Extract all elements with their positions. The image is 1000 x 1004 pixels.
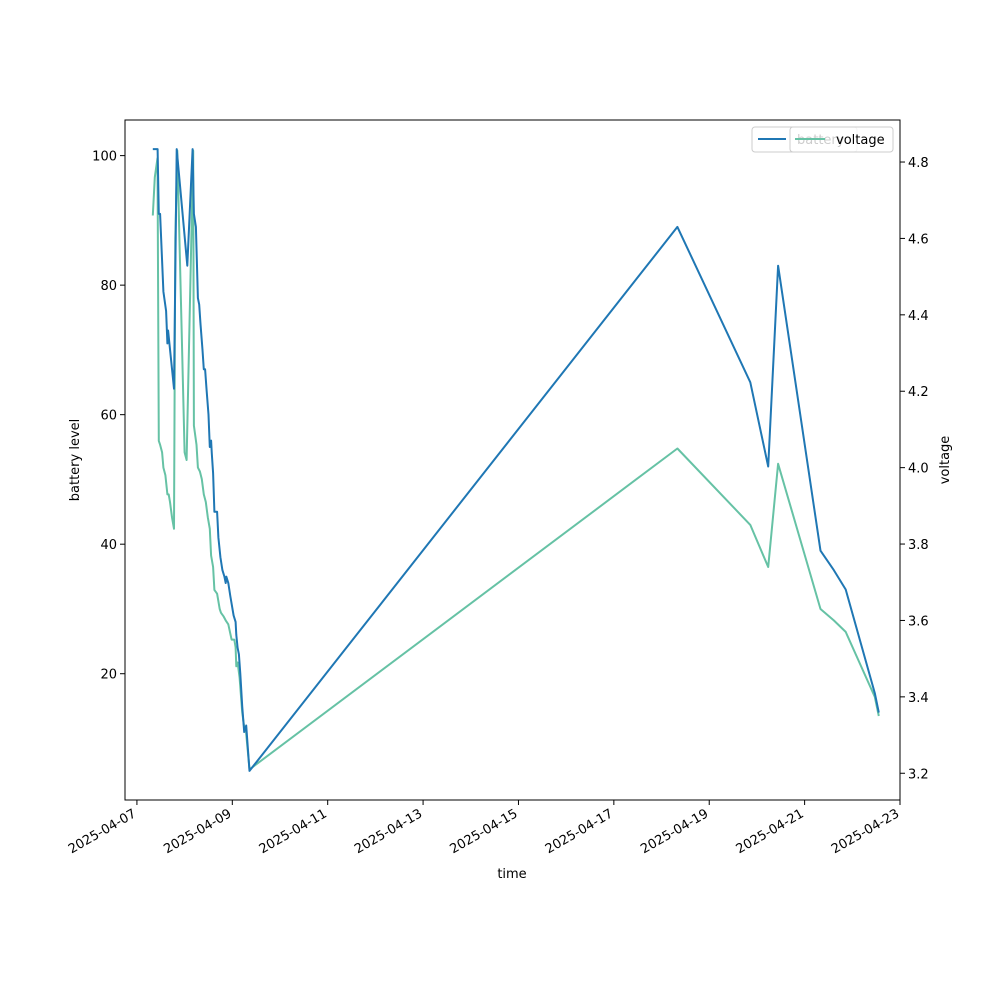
right-y-tick-label: 3.8 bbox=[908, 538, 929, 553]
plot-frame bbox=[124, 119, 901, 801]
right-y-axis-label: voltage bbox=[938, 436, 953, 485]
right-y-tick-label: 4.8 bbox=[908, 156, 929, 171]
series-layer bbox=[151, 148, 880, 772]
series-line-battery bbox=[152, 148, 880, 772]
right-y-tick-label: 4.6 bbox=[908, 232, 929, 247]
left-y-tick-label: 60 bbox=[100, 409, 117, 424]
right-y-tick-label: 3.2 bbox=[908, 767, 929, 782]
right-y-tick-label: 4.4 bbox=[908, 309, 929, 324]
right-y-tick-label: 3.4 bbox=[908, 691, 929, 706]
right-y-tick-label: 4.0 bbox=[908, 462, 929, 477]
legend-voltage-label: voltage bbox=[836, 133, 885, 148]
left-y-axis-label: battery level bbox=[68, 419, 83, 502]
x-axis-label: time bbox=[497, 867, 526, 882]
right-y-tick-label: 4.2 bbox=[908, 385, 929, 400]
left-y-tick-label: 80 bbox=[100, 279, 117, 294]
left-y-tick-label: 100 bbox=[92, 150, 117, 165]
legend-voltage: voltage bbox=[789, 126, 894, 153]
right-y-axis: 3.2 3.4 3.6 3.8 4.0 4.2 4.4 4.6 4.8 bbox=[900, 156, 929, 782]
left-y-tick-label: 40 bbox=[100, 538, 117, 553]
right-y-tick-label: 3.6 bbox=[908, 614, 929, 629]
left-y-axis: 20 40 60 80 100 bbox=[92, 150, 125, 683]
left-y-tick-label: 20 bbox=[100, 668, 117, 683]
